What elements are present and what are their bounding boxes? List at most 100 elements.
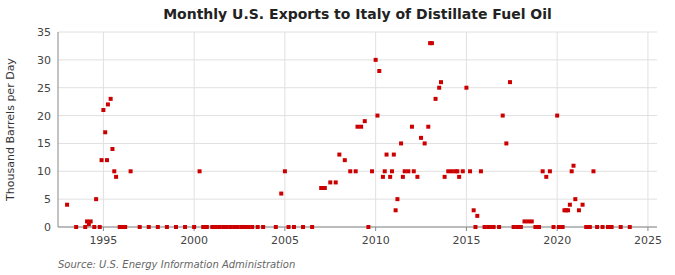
point (123, 225, 127, 229)
x-tick-label: 2005 (271, 234, 299, 247)
grid-line-x (103, 32, 104, 227)
y-axis-label: Thousand Barrels per Day (4, 58, 17, 202)
point (492, 225, 496, 229)
point (256, 225, 260, 229)
point (138, 225, 142, 229)
point (473, 225, 477, 229)
point (415, 175, 419, 179)
point (388, 175, 392, 179)
point (572, 164, 576, 168)
point (236, 225, 240, 229)
point (552, 225, 556, 229)
point (443, 175, 447, 179)
point (214, 225, 218, 229)
point (464, 86, 468, 90)
point (310, 225, 314, 229)
point (561, 225, 565, 229)
point (100, 158, 104, 162)
x-tick (375, 227, 376, 231)
point (515, 225, 519, 229)
point (359, 125, 363, 129)
point (243, 225, 247, 229)
grid-line-x (194, 32, 195, 227)
point (591, 169, 595, 173)
point (92, 225, 96, 229)
point (165, 225, 169, 229)
point (232, 225, 236, 229)
point (65, 203, 69, 207)
point (537, 225, 541, 229)
point (555, 114, 559, 118)
point (89, 219, 93, 223)
point (363, 119, 367, 123)
axes: 0510152025303519952000200520102015202020… (37, 26, 662, 247)
point (568, 203, 572, 207)
point (566, 208, 570, 212)
y-tick-label: 25 (37, 82, 51, 95)
x-tick (466, 227, 467, 231)
point (395, 197, 399, 201)
point (619, 225, 623, 229)
x-tick (284, 227, 285, 231)
point (205, 225, 209, 229)
point (301, 225, 305, 229)
grid (58, 32, 657, 227)
point (112, 169, 116, 173)
point (390, 169, 394, 173)
point (486, 225, 490, 229)
grid-line-x (557, 32, 558, 227)
point (98, 225, 102, 229)
point (156, 225, 160, 229)
grid-line-x (466, 32, 467, 227)
x-tick-label: 2000 (180, 234, 208, 247)
point (105, 158, 109, 162)
point (412, 169, 416, 173)
point (606, 225, 610, 229)
point (328, 180, 332, 184)
point (201, 225, 205, 229)
x-tick (103, 227, 104, 231)
point (406, 169, 410, 173)
x-tick-label: 2010 (362, 234, 390, 247)
point (483, 225, 487, 229)
point (439, 80, 443, 84)
y-tick-label: 35 (37, 26, 51, 39)
point (423, 141, 427, 145)
grid-line-x (284, 32, 285, 227)
point (577, 208, 581, 212)
title: Monthly U.S. Exports to Italy of Distill… (163, 6, 552, 22)
point (385, 153, 389, 157)
point (526, 219, 530, 223)
points (65, 41, 632, 229)
point (225, 225, 229, 229)
point (381, 175, 385, 179)
point (455, 169, 459, 173)
point (287, 225, 291, 229)
point (106, 102, 110, 106)
point (530, 219, 534, 223)
point (628, 225, 632, 229)
point (573, 197, 577, 201)
y-tick-label: 5 (44, 193, 51, 206)
point (383, 169, 387, 173)
point (570, 169, 574, 173)
point (192, 225, 196, 229)
point (198, 169, 202, 173)
grid-line-y (58, 32, 657, 33)
grid-line-y (58, 143, 657, 144)
point (434, 97, 438, 101)
point (541, 169, 545, 173)
point (426, 125, 430, 129)
point (218, 225, 222, 229)
point (544, 175, 548, 179)
point (446, 169, 450, 173)
point (274, 225, 278, 229)
point (419, 136, 423, 140)
point (250, 225, 254, 229)
point (279, 192, 283, 196)
grid-line-x (647, 32, 648, 227)
point (601, 225, 605, 229)
point (581, 203, 585, 207)
point (401, 175, 405, 179)
point (101, 108, 105, 112)
